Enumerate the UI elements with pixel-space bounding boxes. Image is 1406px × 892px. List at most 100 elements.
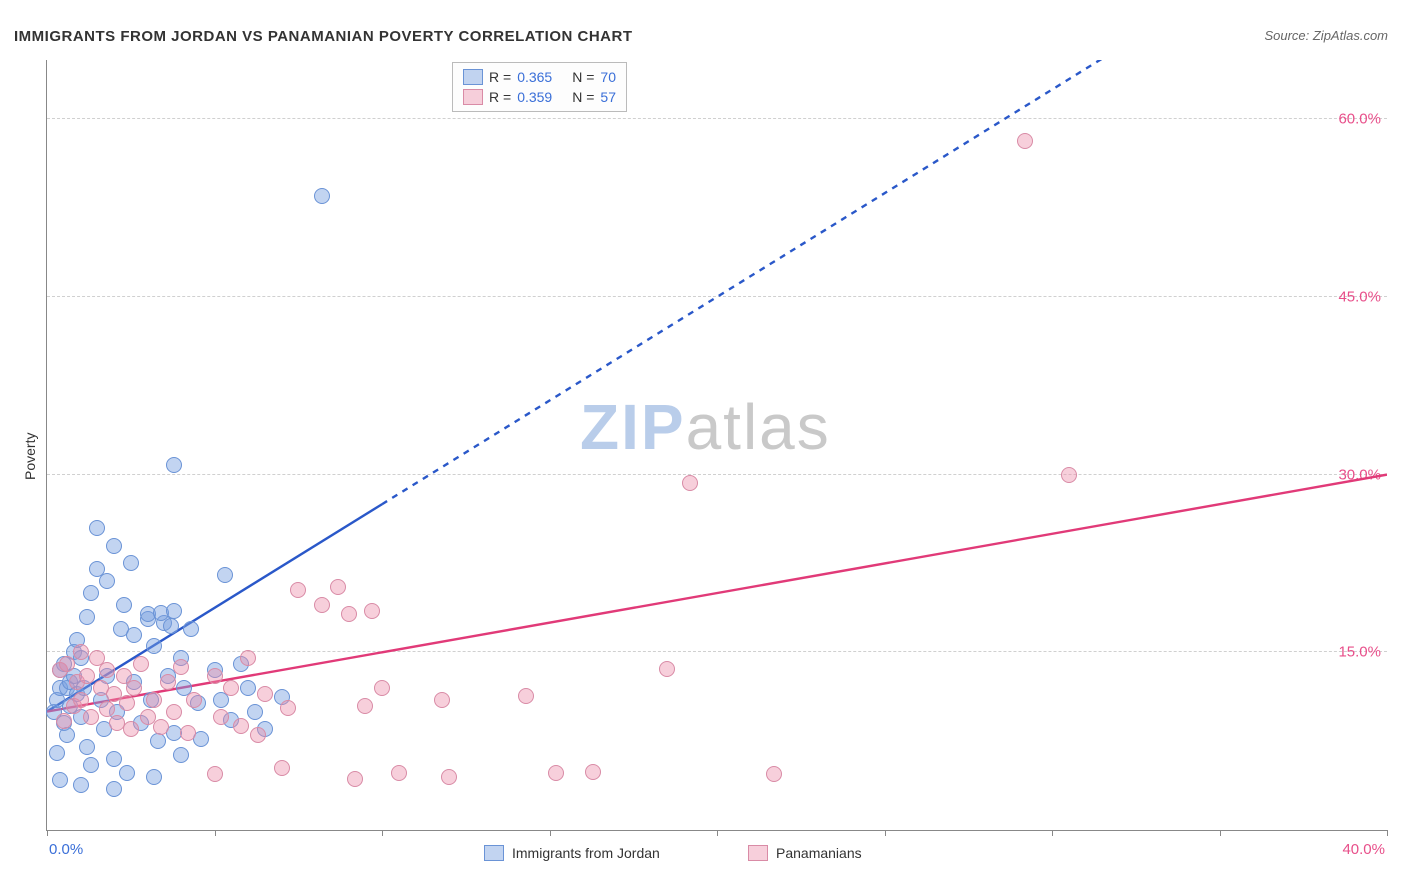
jordan-point: [106, 538, 122, 554]
panama-point: [290, 582, 306, 598]
legend-swatch: [463, 69, 483, 85]
panama-point: [766, 766, 782, 782]
gridline: [47, 296, 1387, 297]
jordan-point: [240, 680, 256, 696]
panama-point: [223, 680, 239, 696]
legend-n-value: 70: [600, 69, 616, 85]
panama-point: [83, 709, 99, 725]
jordan-point: [123, 555, 139, 571]
panama-point: [659, 661, 675, 677]
x-label-end: 40.0%: [1342, 841, 1385, 858]
legend-row: R = 0.359 N = 57: [463, 87, 616, 107]
chart-container: IMMIGRANTS FROM JORDAN VS PANAMANIAN POV…: [0, 0, 1406, 892]
jordan-point: [83, 585, 99, 601]
bottom-legend-item: Immigrants from Jordan: [484, 845, 660, 861]
jordan-point: [79, 739, 95, 755]
legend-r-value: 0.365: [517, 69, 552, 85]
jordan-point: [217, 567, 233, 583]
panama-point: [347, 771, 363, 787]
source-label: Source: ZipAtlas.com: [1264, 28, 1388, 43]
jordan-point: [79, 609, 95, 625]
x-tick: [717, 830, 718, 836]
jordan-trendline-dashed: [382, 60, 1387, 504]
panama-point: [153, 719, 169, 735]
plot-area: 15.0%30.0%45.0%60.0%0.0%40.0%: [46, 60, 1387, 831]
jordan-point: [106, 781, 122, 797]
x-tick: [885, 830, 886, 836]
jordan-point: [146, 769, 162, 785]
gridline: [47, 474, 1387, 475]
panama-point: [126, 680, 142, 696]
panama-point: [548, 765, 564, 781]
jordan-point: [314, 188, 330, 204]
jordan-point: [59, 727, 75, 743]
panama-point: [1061, 467, 1077, 483]
jordan-point: [166, 603, 182, 619]
legend-r-label: R =: [489, 69, 511, 85]
panama-point: [56, 713, 72, 729]
panama-point: [213, 709, 229, 725]
jordan-point: [49, 745, 65, 761]
y-tick-label: 30.0%: [1338, 466, 1381, 483]
panama-point: [391, 765, 407, 781]
legend-swatch: [748, 845, 768, 861]
panama-point: [207, 766, 223, 782]
y-tick-label: 60.0%: [1338, 111, 1381, 128]
legend-swatch: [484, 845, 504, 861]
jordan-point: [116, 597, 132, 613]
panama-point: [73, 644, 89, 660]
panama-point: [585, 764, 601, 780]
jordan-point: [73, 777, 89, 793]
panama-point: [99, 701, 115, 717]
panama-point: [434, 692, 450, 708]
jordan-point: [150, 733, 166, 749]
x-tick: [1220, 830, 1221, 836]
panama-point: [257, 686, 273, 702]
x-tick: [215, 830, 216, 836]
panama-point: [133, 656, 149, 672]
x-tick: [550, 830, 551, 836]
panama-point: [79, 668, 95, 684]
bottom-legend-label: Panamanians: [776, 845, 862, 861]
jordan-point: [247, 704, 263, 720]
legend-r-label: R =: [489, 89, 511, 105]
jordan-point: [106, 751, 122, 767]
legend-n-label: N =: [572, 89, 594, 105]
jordan-point: [99, 573, 115, 589]
legend-n-value: 57: [600, 89, 616, 105]
panama-point: [146, 692, 162, 708]
panama-point: [250, 727, 266, 743]
x-label-start: 0.0%: [49, 841, 83, 858]
panama-point: [682, 475, 698, 491]
panama-point: [1017, 133, 1033, 149]
legend-r-value: 0.359: [517, 89, 552, 105]
panama-point: [73, 692, 89, 708]
panama-point: [59, 656, 75, 672]
panama-point: [280, 700, 296, 716]
panama-point: [119, 695, 135, 711]
panama-point: [207, 668, 223, 684]
y-axis-title: Poverty: [22, 433, 38, 480]
x-tick: [1052, 830, 1053, 836]
legend-swatch: [463, 89, 483, 105]
bottom-legend-label: Immigrants from Jordan: [512, 845, 660, 861]
panama-point: [274, 760, 290, 776]
panama-point: [357, 698, 373, 714]
panama-point: [364, 603, 380, 619]
gridline: [47, 118, 1387, 119]
panama-point: [123, 721, 139, 737]
panama-trendline: [47, 475, 1387, 712]
panama-point: [341, 606, 357, 622]
jordan-point: [52, 772, 68, 788]
panama-point: [233, 718, 249, 734]
jordan-point: [83, 757, 99, 773]
panama-point: [374, 680, 390, 696]
jordan-point: [119, 765, 135, 781]
y-tick-label: 45.0%: [1338, 288, 1381, 305]
y-tick-label: 15.0%: [1338, 644, 1381, 661]
x-tick: [382, 830, 383, 836]
panama-point: [186, 692, 202, 708]
panama-point: [518, 688, 534, 704]
panama-point: [240, 650, 256, 666]
jordan-point: [126, 627, 142, 643]
